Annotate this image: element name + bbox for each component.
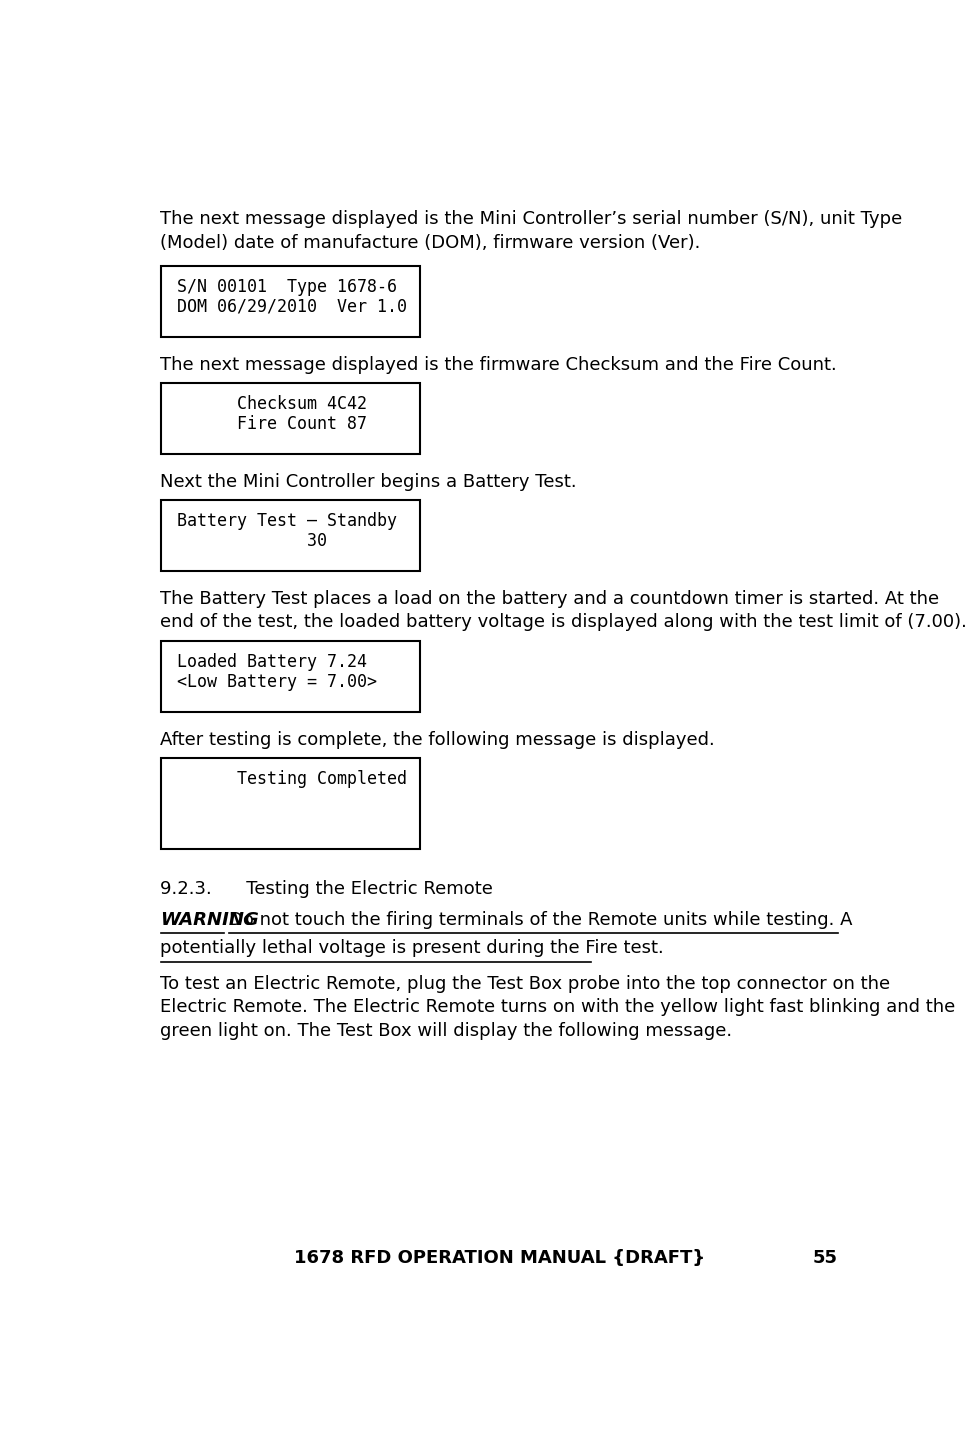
Text: 9.2.3.      Testing the Electric Remote: 9.2.3. Testing the Electric Remote: [161, 880, 494, 898]
Text: 30: 30: [167, 532, 326, 550]
Text: Fire Count 87: Fire Count 87: [167, 414, 366, 433]
Text: After testing is complete, the following message is displayed.: After testing is complete, the following…: [161, 732, 715, 749]
Text: The Battery Test places a load on the battery and a countdown timer is started. : The Battery Test places a load on the ba…: [161, 590, 967, 632]
Bar: [161, 501, 420, 571]
Bar: [161, 267, 420, 338]
Text: potentially lethal voltage is present during the Fire test.: potentially lethal voltage is present du…: [161, 939, 664, 957]
Text: Checksum 4C42: Checksum 4C42: [167, 395, 366, 413]
Text: S/N 00101  Type 1678-6: S/N 00101 Type 1678-6: [167, 278, 396, 296]
Bar: [161, 759, 420, 850]
Text: The next message displayed is the firmware Checksum and the Fire Count.: The next message displayed is the firmwa…: [161, 355, 838, 374]
Text: <Low Battery = 7.00>: <Low Battery = 7.00>: [167, 672, 377, 691]
Text: To test an Electric Remote, plug the Test Box probe into the top connector on th: To test an Electric Remote, plug the Tes…: [161, 974, 955, 1040]
Text: The next message displayed is the Mini Controller’s serial number (S/N), unit Ty: The next message displayed is the Mini C…: [161, 211, 903, 251]
Text: Battery Test – Standby: Battery Test – Standby: [167, 512, 396, 530]
Text: Testing Completed: Testing Completed: [167, 771, 407, 788]
Text: Next the Mini Controller begins a Battery Test.: Next the Mini Controller begins a Batter…: [161, 473, 578, 492]
Bar: [161, 384, 420, 455]
Text: 1678 RFD OPERATION MANUAL {DRAFT}: 1678 RFD OPERATION MANUAL {DRAFT}: [293, 1250, 705, 1267]
Text: WARNING: WARNING: [161, 911, 259, 929]
Text: 55: 55: [813, 1250, 838, 1267]
Text: Loaded Battery 7.24: Loaded Battery 7.24: [167, 652, 366, 671]
Text: Do not touch the firing terminals of the Remote units while testing. A: Do not touch the firing terminals of the…: [229, 911, 852, 929]
Bar: [161, 641, 420, 713]
Text: DOM 06/29/2010  Ver 1.0: DOM 06/29/2010 Ver 1.0: [167, 297, 407, 316]
